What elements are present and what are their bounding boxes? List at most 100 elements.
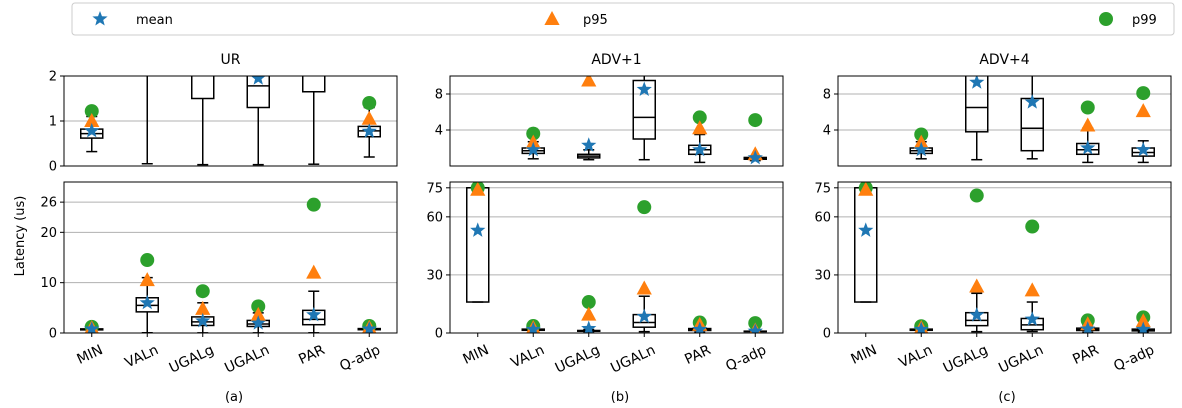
box-Q-adp [357, 318, 381, 333]
mean-marker [139, 294, 155, 310]
y-tick-label: 60 [814, 210, 831, 225]
box-UGALg [191, 76, 215, 166]
circle-icon [1099, 12, 1113, 26]
p99-marker [84, 104, 99, 119]
y-tick-label: 1 [49, 115, 57, 130]
data-layer [521, 76, 767, 165]
box-iqr [632, 79, 656, 140]
mean-marker [747, 149, 763, 165]
box-VALn [909, 127, 933, 160]
y-tick-label: 4 [435, 124, 443, 139]
p99-marker [1080, 100, 1095, 115]
box-VALn [141, 76, 153, 165]
p95-marker [470, 182, 486, 196]
box-VALn [135, 253, 159, 333]
axes-frame [449, 75, 784, 167]
y-tick-label: 75 [426, 181, 443, 196]
box-MIN [80, 319, 104, 333]
p99-marker [362, 96, 377, 110]
x-tick-label: UGALn [222, 342, 272, 377]
x-tick-label: UGALg [941, 342, 991, 377]
legend-label-mean: mean [136, 13, 173, 28]
box-iqr [1020, 97, 1044, 152]
box-MIN [854, 182, 878, 303]
p95-marker [1135, 103, 1151, 118]
y-tick-label: 75 [814, 181, 831, 196]
box-MIN [466, 182, 490, 303]
mean-marker [636, 308, 652, 324]
p99-marker [581, 295, 596, 310]
x-tick-label: MIN [74, 342, 105, 368]
top-axes: 0 1 2 [49, 70, 398, 175]
y-tick-label: 60 [426, 210, 443, 225]
panel-caption: (b) [611, 390, 629, 405]
bottom-axes: 0 10 20 26 [40, 181, 398, 342]
p99-marker [306, 197, 321, 212]
axes-frame [63, 181, 398, 334]
p95-marker [361, 110, 377, 125]
box-PAR [302, 197, 326, 333]
triangle-icon [544, 11, 560, 25]
axes-frame [837, 181, 1172, 334]
mean-marker [250, 315, 266, 330]
p99-marker [1136, 86, 1151, 101]
p99-marker [692, 110, 707, 125]
legend-entry-mean: mean [92, 11, 173, 28]
panel-title: ADV+4 [979, 52, 1029, 68]
legend-entry-p95: p95 [544, 11, 608, 28]
p95-marker [1080, 117, 1096, 132]
box-Q-adp [743, 113, 767, 165]
x-tick-label: Q-adp [337, 342, 383, 375]
mean-marker [969, 76, 985, 89]
x-tick-label: UGALn [608, 342, 658, 377]
box-MIN [80, 104, 104, 153]
p99-marker [637, 200, 652, 215]
p95-marker [195, 300, 211, 315]
box-UGALg [577, 76, 601, 161]
x-tick-label: UGALg [167, 342, 217, 377]
p99-marker [526, 126, 541, 141]
box-UGALn [1020, 76, 1044, 160]
y-tick-label: 8 [435, 88, 443, 103]
p99-marker [140, 253, 155, 268]
p95-marker [1135, 313, 1151, 328]
bottom-axes: 0 30 60 75 [426, 181, 784, 342]
p95-marker [581, 306, 597, 321]
panel-title: UR [221, 52, 241, 68]
box-Q-adp [357, 96, 381, 158]
top-axes: 48 [823, 75, 1172, 167]
mean-marker [525, 141, 541, 157]
mean-marker [361, 123, 377, 138]
p95-marker [913, 134, 929, 149]
x-tick-label: PAR [682, 342, 713, 368]
x-tick-label: PAR [1070, 342, 1101, 368]
p95-marker [636, 280, 652, 295]
box-VALn [521, 319, 545, 333]
box-Q-adp [1131, 86, 1155, 164]
box-iqr [246, 76, 270, 109]
x-tick-label: VALn [897, 342, 935, 371]
legend-entry-p99: p99 [1099, 12, 1157, 28]
mean-marker [84, 321, 100, 333]
p99-marker [748, 113, 763, 128]
p99-marker [195, 284, 210, 299]
box-PAR [688, 110, 712, 164]
box-UGALn [632, 76, 656, 161]
x-tick-label: UGALg [553, 342, 603, 377]
axes-frame [63, 75, 398, 167]
mean-marker [1024, 94, 1040, 109]
mean-marker [969, 307, 985, 322]
x-tick-label: VALn [509, 342, 547, 371]
p95-marker [858, 182, 874, 196]
legend: mean p95 p99 [71, 2, 1175, 36]
mean-marker [747, 323, 763, 333]
box-PAR [688, 315, 712, 333]
y-tick-label: 20 [40, 226, 57, 241]
y-tick-label: 4 [823, 124, 831, 139]
x-tick-label: Q-adp [723, 342, 769, 375]
mean-marker [913, 321, 929, 333]
mean-marker [581, 137, 597, 152]
